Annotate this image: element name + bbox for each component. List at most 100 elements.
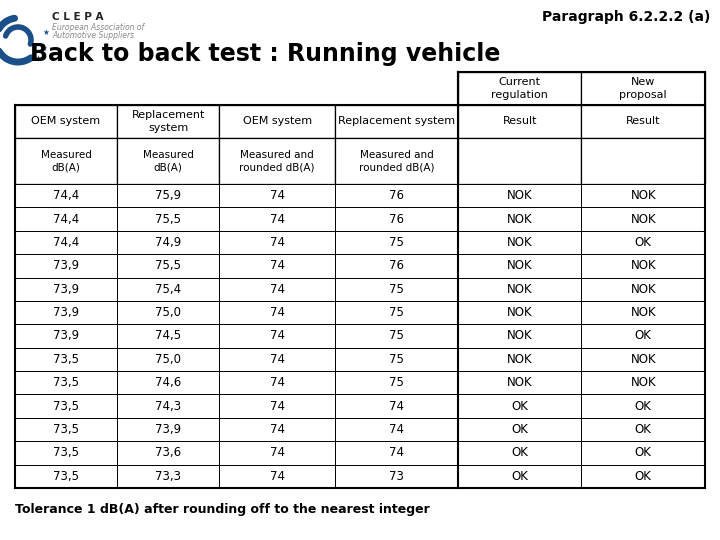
- Bar: [335, 138, 458, 184]
- Text: 75: 75: [389, 353, 404, 366]
- Bar: [335, 254, 458, 278]
- Text: Result: Result: [503, 117, 537, 126]
- Text: OK: OK: [635, 236, 652, 249]
- Text: 74,4: 74,4: [53, 213, 79, 226]
- Bar: [582, 278, 705, 301]
- Bar: [117, 464, 219, 488]
- Bar: [15, 464, 117, 488]
- Bar: [219, 184, 335, 207]
- Bar: [117, 394, 219, 418]
- Text: OK: OK: [635, 470, 652, 483]
- Text: Paragraph 6.2.2.2 (a): Paragraph 6.2.2.2 (a): [541, 10, 710, 24]
- Bar: [335, 278, 458, 301]
- Text: Back to back test : Running vehicle: Back to back test : Running vehicle: [30, 42, 500, 66]
- Bar: [219, 278, 335, 301]
- Text: OK: OK: [511, 400, 528, 413]
- Text: NOK: NOK: [507, 213, 533, 226]
- Text: 76: 76: [389, 259, 404, 272]
- Bar: [117, 301, 219, 325]
- Bar: [15, 371, 117, 394]
- Text: Replacement system: Replacement system: [338, 117, 455, 126]
- Bar: [335, 394, 458, 418]
- Text: 74: 74: [270, 306, 284, 319]
- Text: New
proposal: New proposal: [619, 77, 667, 100]
- Text: 74,9: 74,9: [155, 236, 181, 249]
- Bar: [219, 464, 335, 488]
- Text: Measured
dB(A): Measured dB(A): [40, 150, 91, 172]
- Bar: [219, 301, 335, 325]
- Bar: [219, 348, 335, 371]
- Bar: [582, 231, 705, 254]
- Bar: [219, 105, 335, 138]
- Bar: [117, 278, 219, 301]
- Text: 76: 76: [389, 213, 404, 226]
- Text: NOK: NOK: [631, 283, 656, 296]
- Bar: [117, 441, 219, 464]
- Text: 74: 74: [389, 400, 404, 413]
- Text: 75,5: 75,5: [156, 213, 181, 226]
- Text: OK: OK: [511, 423, 528, 436]
- Bar: [458, 184, 582, 207]
- Bar: [458, 138, 582, 184]
- Bar: [15, 301, 117, 325]
- Bar: [117, 371, 219, 394]
- Bar: [582, 418, 705, 441]
- Text: Automotive Suppliers: Automotive Suppliers: [52, 31, 134, 40]
- Text: 74: 74: [270, 259, 284, 272]
- Text: 73,9: 73,9: [53, 306, 79, 319]
- Text: 75: 75: [389, 283, 404, 296]
- Bar: [335, 371, 458, 394]
- Bar: [582, 105, 705, 138]
- Bar: [582, 394, 705, 418]
- Bar: [117, 348, 219, 371]
- Bar: [219, 207, 335, 231]
- Text: 75,0: 75,0: [156, 353, 181, 366]
- Bar: [335, 325, 458, 348]
- Text: Replacement
system: Replacement system: [132, 110, 205, 133]
- Text: NOK: NOK: [631, 213, 656, 226]
- Bar: [15, 325, 117, 348]
- Bar: [458, 301, 582, 325]
- Bar: [582, 254, 705, 278]
- Bar: [458, 105, 582, 138]
- Bar: [582, 371, 705, 394]
- Text: OEM system: OEM system: [243, 117, 312, 126]
- Bar: [335, 207, 458, 231]
- Text: 74: 74: [270, 329, 284, 342]
- Text: 73,9: 73,9: [53, 329, 79, 342]
- Text: 73,5: 73,5: [53, 376, 79, 389]
- Text: 75: 75: [389, 376, 404, 389]
- Bar: [219, 325, 335, 348]
- Text: NOK: NOK: [507, 376, 533, 389]
- Bar: [15, 207, 117, 231]
- Text: 73,5: 73,5: [53, 470, 79, 483]
- Text: 75: 75: [389, 329, 404, 342]
- Bar: [117, 418, 219, 441]
- Bar: [117, 184, 219, 207]
- Text: NOK: NOK: [507, 236, 533, 249]
- Text: 73: 73: [389, 470, 404, 483]
- Text: OK: OK: [635, 329, 652, 342]
- Bar: [335, 184, 458, 207]
- Text: NOK: NOK: [631, 189, 656, 202]
- Bar: [117, 207, 219, 231]
- Text: 74: 74: [270, 283, 284, 296]
- Bar: [219, 138, 335, 184]
- Bar: [117, 105, 219, 138]
- Bar: [15, 105, 117, 138]
- Text: NOK: NOK: [631, 306, 656, 319]
- Text: ★: ★: [35, 53, 42, 63]
- Text: 73,5: 73,5: [53, 400, 79, 413]
- Text: OEM system: OEM system: [32, 117, 101, 126]
- Text: ★: ★: [40, 44, 48, 52]
- Bar: [15, 184, 117, 207]
- Text: Measured
dB(A): Measured dB(A): [143, 150, 194, 172]
- Text: ★: ★: [42, 28, 50, 37]
- Bar: [335, 418, 458, 441]
- Text: 74: 74: [270, 353, 284, 366]
- Text: 74,4: 74,4: [53, 189, 79, 202]
- Bar: [219, 231, 335, 254]
- Bar: [458, 231, 582, 254]
- Text: 75,0: 75,0: [156, 306, 181, 319]
- Text: NOK: NOK: [507, 189, 533, 202]
